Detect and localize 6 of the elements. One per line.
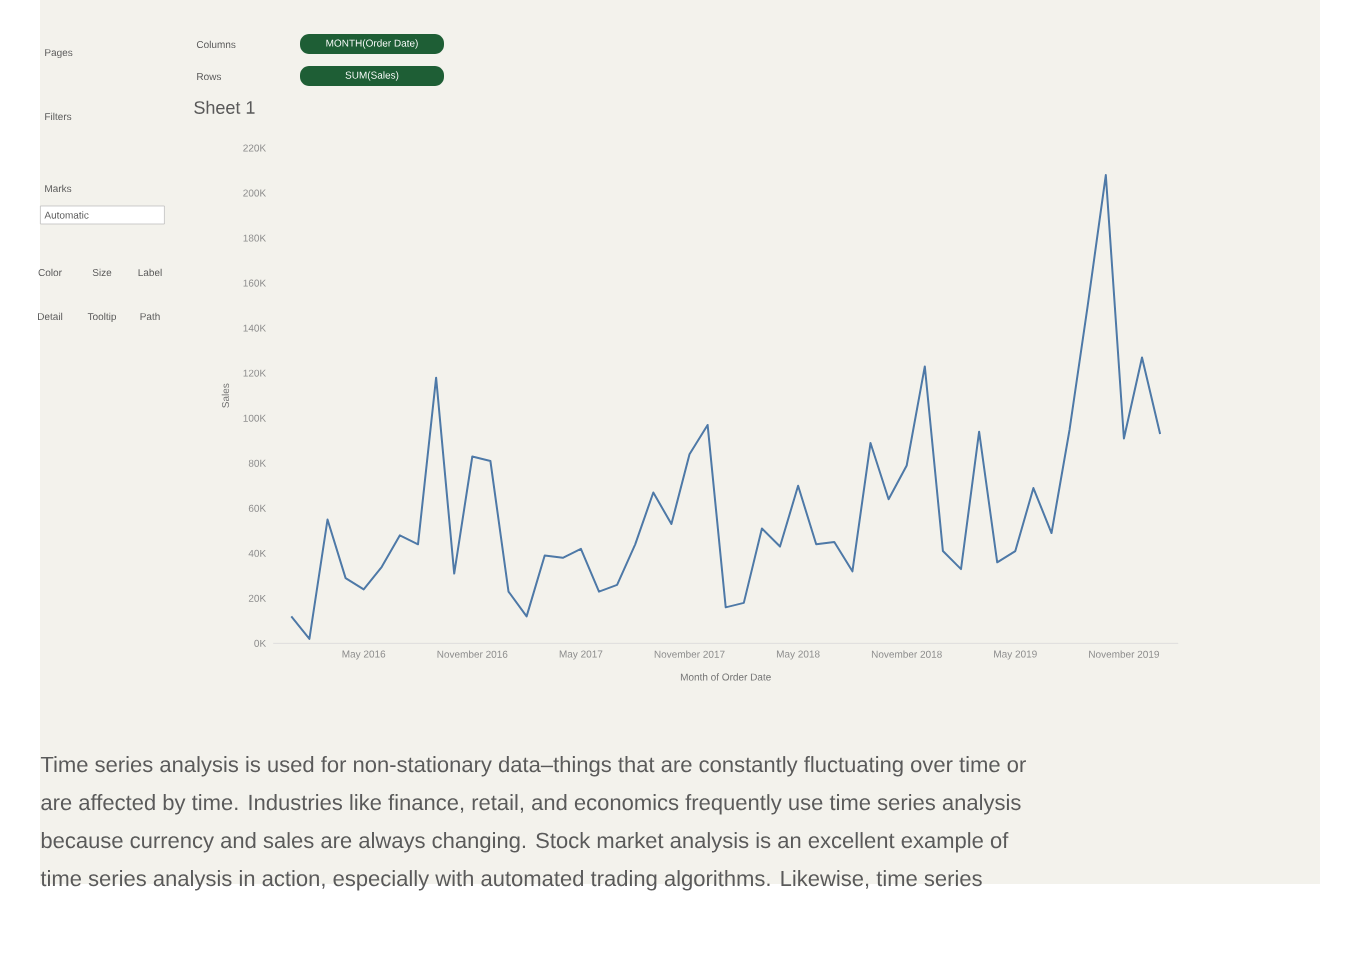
text: are affected by time. Industries like finance, retail, and economics frequently use time series analysis xyxy=(41,794,1021,815)
line-series xyxy=(290,174,1162,640)
text: time series analysis in action, especially with automated trading algorithms. Likewise, time series xyxy=(40,870,982,891)
text: Time series analysis is used for non-stationary data–things that are constantly fluctuating over time or xyxy=(40,756,1026,777)
text: because currency and sales are always changing. Stock market analysis is an excellent example of xyxy=(41,832,1009,853)
chart-title: Sheet 1 xyxy=(194,100,255,114)
